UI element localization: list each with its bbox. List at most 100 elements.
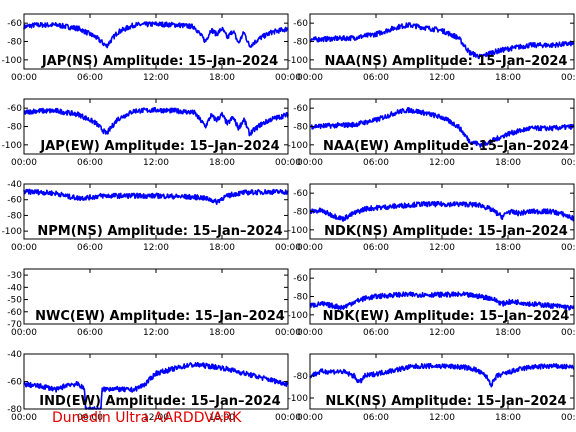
panel-title: IND(EW) Amplitude: 15–Jan–2024	[39, 394, 280, 409]
x-tick-label: 12:00	[429, 73, 455, 83]
x-tick-label: 18:00	[209, 158, 235, 168]
x-tick-label: 12:00	[429, 158, 455, 168]
y-tick-label: -60	[7, 308, 22, 318]
x-tick-label: 00:00	[561, 413, 576, 423]
y-tick-label: -40	[7, 283, 22, 293]
x-tick-label: 12:00	[429, 413, 455, 423]
amplitude-trace	[309, 200, 575, 222]
panel-2: -100-80-6000:0006:0012:0018:0000:00NAA(N…	[288, 13, 576, 83]
x-tick-label: 18:00	[495, 243, 521, 253]
y-tick-label: -100	[288, 141, 309, 151]
y-tick-label: -80	[293, 38, 308, 48]
y-tick-label: -80	[7, 38, 22, 48]
amplitude-trace	[23, 106, 289, 137]
panel-6: -100-80-6000:0006:0012:0018:0000:00NDK(N…	[288, 183, 576, 253]
x-tick-label: 12:00	[429, 243, 455, 253]
panel-title: JAP(EW) Amplitude: 15–Jan–2024	[39, 139, 279, 154]
amplitude-trace	[23, 21, 289, 49]
x-tick-label: 12:00	[429, 328, 455, 338]
x-tick-label: 06:00	[77, 413, 103, 423]
y-tick-label: -80	[7, 211, 22, 221]
x-tick-label: 00:00	[275, 328, 301, 338]
panel-title: NDK(EW) Amplitude: 15–Jan–2024	[323, 309, 570, 324]
x-tick-label: 12:00	[143, 328, 169, 338]
y-tick-label: -70	[7, 320, 22, 330]
x-tick-label: 18:00	[495, 413, 521, 423]
panel-4: -100-80-6000:0006:0012:0018:0000:00NAA(E…	[288, 98, 576, 168]
x-tick-label: 00:00	[275, 413, 301, 423]
y-tick-label: -80	[7, 405, 22, 415]
panel-1: -100 -80 -60 00:00 06:00 12:00 18:00 00:00 JAP(N…	[2, 13, 301, 83]
y-tick-label: -100	[288, 226, 309, 236]
x-tick-label: 06:00	[363, 73, 389, 83]
y-tick-label: -60	[293, 274, 308, 284]
y-tick-label: -30	[7, 271, 22, 281]
x-tick-label: 12:00	[143, 158, 169, 168]
y-tick-label: -100	[288, 311, 309, 321]
x-tick-label: 06:00	[363, 158, 389, 168]
panel-title: NPM(NS) Amplitude: 15–Jan–2024	[37, 224, 282, 239]
chart-panels: -100 -80 -60 00:00 06:00 12:00 18:00 00:00 JAP(N…	[2, 13, 576, 423]
x-tick-label: 18:00	[209, 328, 235, 338]
x-tick-label: 18:00	[209, 243, 235, 253]
amplitude-trace	[309, 107, 575, 148]
amplitude-trace	[309, 22, 575, 60]
panel-8: -100-80-6000:0006:0012:0018:0000:00NDK(E…	[288, 268, 576, 338]
y-tick-label: -100	[288, 394, 309, 404]
y-tick-label: -50	[7, 296, 22, 306]
amplitude-trace	[23, 361, 289, 410]
x-tick-label: 12:00	[143, 413, 169, 423]
panel-10: -100-8000:0006:0012:0018:0000:00NLK(NS) …	[288, 353, 576, 423]
x-tick-label: 00:00	[297, 243, 323, 253]
y-tick-label: -40	[7, 350, 22, 360]
y-tick-label: -80	[293, 123, 308, 133]
x-tick-label: 00:00	[11, 158, 37, 168]
x-tick-label: 00:00	[275, 73, 301, 83]
x-tick-label: 00:00	[561, 243, 576, 253]
x-tick-label: 00:00	[297, 73, 323, 83]
x-tick-label: 00:00	[561, 73, 576, 83]
panel-title: NAA(NS) Amplitude: 15–Jan–2024	[325, 54, 568, 69]
x-tick-label: 12:00	[143, 73, 169, 83]
y-tick-label: -100	[2, 227, 23, 237]
y-tick-label: -80	[293, 372, 308, 382]
y-tick-label: -100	[288, 56, 309, 66]
y-tick-label: -60	[7, 378, 22, 388]
x-tick-label: 18:00	[495, 328, 521, 338]
x-tick-label: 06:00	[77, 73, 103, 83]
x-tick-label: 06:00	[77, 243, 103, 253]
y-tick-label: -40	[7, 180, 22, 190]
x-tick-label: 18:00	[209, 413, 235, 423]
x-tick-label: 06:00	[77, 328, 103, 338]
x-tick-label: 00:00	[11, 243, 37, 253]
x-tick-label: 06:00	[363, 413, 389, 423]
amplitude-trace	[309, 362, 575, 388]
panel-title: NLK(NS) Amplitude: 15–Jan–2024	[325, 394, 566, 409]
panel-title: NAA(EW) Amplitude: 15–Jan–2024	[323, 139, 569, 154]
y-tick-label: -60	[293, 189, 308, 199]
amplitude-trace	[309, 291, 575, 311]
x-tick-label: 18:00	[495, 158, 521, 168]
panel-7: -70 -60 -50 -40 -30 00:00 06:00 12:00 18:00 00:00…	[7, 268, 301, 338]
x-tick-label: 12:00	[143, 243, 169, 253]
panel-title: NWC(EW) Amplitude: 15–Jan–2024	[35, 309, 285, 324]
x-tick-label: 00:00	[275, 158, 301, 168]
y-tick-label: -60	[7, 19, 22, 29]
x-tick-label: 00:00	[275, 243, 301, 253]
x-tick-label: 00:00	[11, 328, 37, 338]
x-tick-label: 00:00	[297, 158, 323, 168]
y-tick-label: -60	[293, 19, 308, 29]
amplitude-trace	[23, 188, 289, 205]
x-tick-label: 00:00	[561, 158, 576, 168]
panel-title: NDK(NS) Amplitude: 15–Jan–2024	[324, 224, 568, 239]
y-tick-label: -100	[2, 141, 23, 151]
y-tick-label: -60	[7, 196, 22, 206]
y-tick-label: -80	[293, 208, 308, 218]
x-tick-label: 00:00	[561, 328, 576, 338]
x-tick-label: 18:00	[209, 73, 235, 83]
x-tick-label: 06:00	[77, 158, 103, 168]
